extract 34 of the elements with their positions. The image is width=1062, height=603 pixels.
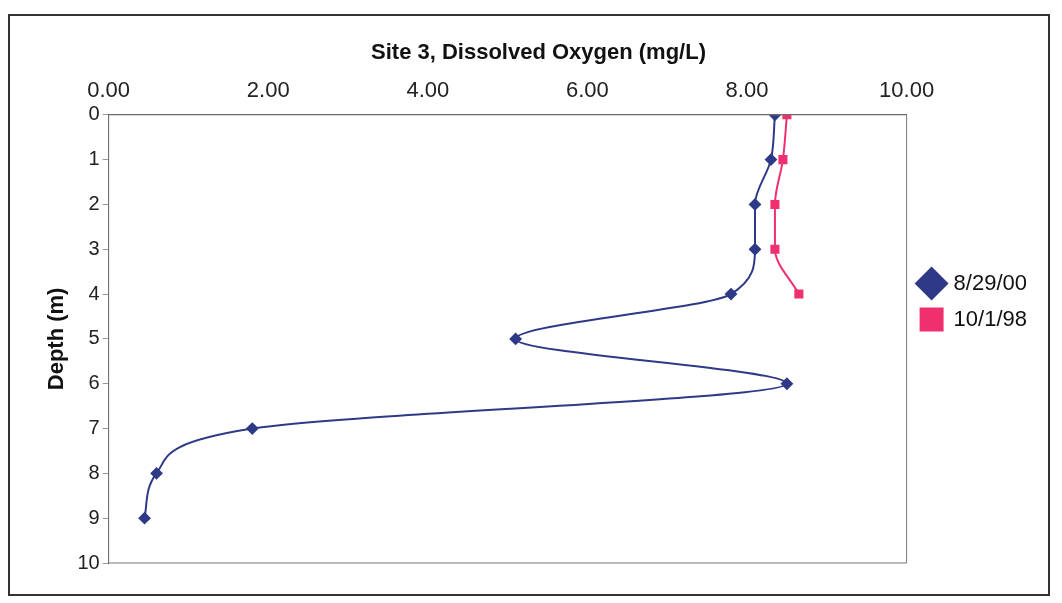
y-axis-title: Depth (m) (43, 287, 69, 391)
chart-title: Site 3, Dissolved Oxygen (mg/L) (371, 39, 706, 65)
point (764, 153, 777, 166)
x-tick-label: 4.00 (406, 76, 450, 102)
point (780, 377, 793, 390)
y-tick-label: 10 (77, 550, 100, 573)
point (770, 199, 780, 209)
y-tick-label: 3 (88, 236, 100, 259)
legend-label: 10/1/98 (953, 305, 1027, 331)
point (794, 289, 804, 299)
point (770, 244, 780, 254)
y-tick-label: 5 (88, 326, 100, 349)
y-tick-label: 2 (88, 191, 100, 214)
y-tick-label: 7 (88, 416, 100, 439)
y-tick-label: 9 (88, 505, 100, 528)
x-tick-label: 6.00 (566, 76, 609, 102)
point (748, 243, 761, 256)
x-tick-label: 2.00 (246, 76, 290, 102)
y-tick-label: 6 (88, 371, 100, 394)
point (725, 288, 738, 301)
point (748, 198, 761, 211)
y-tick-label: 0 (88, 102, 100, 125)
point (150, 467, 163, 480)
y-tick-label: 4 (88, 281, 100, 304)
point (246, 422, 259, 435)
point (778, 155, 788, 165)
y-tick-label: 8 (88, 460, 100, 483)
x-tick-label: 10.00 (879, 76, 935, 102)
legend-label: 8/29/00 (953, 269, 1027, 295)
y-tick-label: 1 (88, 147, 100, 170)
x-tick-label: 0.00 (87, 76, 131, 102)
point (138, 512, 151, 525)
point (509, 332, 522, 345)
x-tick-label: 8.00 (725, 76, 769, 102)
